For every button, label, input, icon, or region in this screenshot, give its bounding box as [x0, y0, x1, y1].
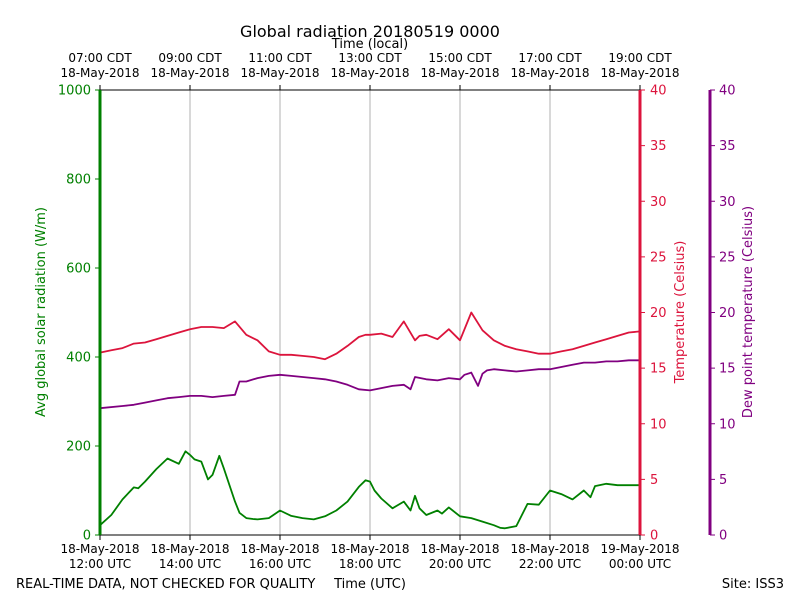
x-axis-label: Time (UTC)	[333, 577, 406, 592]
temperature-axis-label: Temperature (Celsius)	[673, 241, 688, 385]
left-tick-label: 1000	[58, 84, 91, 99]
quality-disclaimer: REAL-TIME DATA, NOT CHECKED FOR QUALITY	[16, 577, 315, 592]
left-tick-label: 400	[66, 351, 91, 366]
x-tick-label-utc-time: 20:00 UTC	[429, 557, 491, 571]
series-lines	[99, 311, 641, 530]
x-tick-label-local-time: 19:00 CDT	[608, 51, 672, 65]
temperature-tick-label: 10	[650, 417, 667, 432]
dewpoint-axis: 0 5 10 15 20 25 30 35 40	[708, 84, 736, 544]
temperature-axis: 0 5 10 15 20 25 30 35 40	[638, 84, 667, 544]
x-tick-label-local-time: 17:00 CDT	[518, 51, 582, 65]
x-tick-label-utc-time: 00:00 UTC	[609, 557, 671, 571]
dewpoint-tick-label: 5	[719, 473, 727, 488]
x-tick-label-local-date: 18-May-2018	[150, 66, 229, 80]
temperature-tick-label: 30	[650, 195, 667, 210]
dewpoint-tick-label: 20	[719, 306, 736, 321]
x-tick-label-utc-date: 18-May-2018	[240, 542, 319, 556]
x-tick-label-local-date: 18-May-2018	[420, 66, 499, 80]
x-tick-label-utc-date: 18-May-2018	[510, 542, 589, 556]
left-tick-label: 200	[66, 440, 91, 455]
x-tick-label-utc-time: 12:00 UTC	[69, 557, 131, 571]
temperature-tick-label: 25	[650, 250, 667, 265]
x-tick-label-utc-date: 18-May-2018	[60, 542, 139, 556]
x-tick-label-utc-time: 22:00 UTC	[519, 557, 581, 571]
top-axis-label: Time (local)	[331, 37, 408, 52]
left-axis-label: Avg global solar radiation (W/m)	[34, 207, 49, 417]
left-tick-label: 0	[83, 529, 91, 544]
x-tick-label-local-date: 18-May-2018	[240, 66, 319, 80]
left-tick-label: 600	[66, 262, 91, 277]
chart-title: Global radiation 20180519 0000	[240, 22, 500, 41]
gridlines	[189, 90, 551, 535]
dew-point-temperature-line	[99, 359, 640, 410]
x-tick-label-utc-date: 19-May-2018	[600, 542, 679, 556]
global-radiation-line	[99, 450, 640, 530]
dewpoint-tick-label: 10	[719, 417, 736, 432]
dewpoint-tick-label: 25	[719, 250, 736, 265]
left-tick-label: 800	[66, 173, 91, 188]
dewpoint-tick-label: 40	[719, 84, 736, 99]
temperature-tick-label: 5	[650, 473, 658, 488]
x-tick-label-utc-time: 14:00 UTC	[159, 557, 221, 571]
dewpoint-axis-label: Dew point temperature (Celsius)	[741, 206, 756, 418]
x-tick-label-local-time: 09:00 CDT	[158, 51, 222, 65]
temperature-line	[99, 311, 641, 361]
x-tick-label-local-date: 18-May-2018	[60, 66, 139, 80]
dewpoint-tick-label: 30	[719, 195, 736, 210]
temperature-tick-label: 20	[650, 306, 667, 321]
site-label: Site: ISS3	[722, 577, 784, 592]
x-tick-label-local-date: 18-May-2018	[330, 66, 409, 80]
temperature-tick-label: 35	[650, 139, 667, 154]
x-tick-label-local-date: 18-May-2018	[600, 66, 679, 80]
dewpoint-tick-label: 35	[719, 139, 736, 154]
left-axis: 0 200 400 600 800 1000	[58, 84, 102, 544]
x-tick-label-utc-date: 18-May-2018	[150, 542, 229, 556]
x-tick-label-utc-date: 18-May-2018	[330, 542, 409, 556]
x-tick-label-utc-time: 16:00 UTC	[249, 557, 311, 571]
temperature-tick-label: 15	[650, 362, 667, 377]
x-tick-label-utc-date: 18-May-2018	[420, 542, 499, 556]
x-tick-label-local-time: 11:00 CDT	[248, 51, 312, 65]
temperature-tick-label: 0	[650, 529, 658, 544]
x-tick-label-local-time: 07:00 CDT	[68, 51, 132, 65]
dewpoint-tick-label: 15	[719, 362, 736, 377]
x-tick-label-utc-time: 18:00 UTC	[339, 557, 401, 571]
x-tick-label-local-time: 15:00 CDT	[428, 51, 492, 65]
dewpoint-tick-label: 0	[719, 529, 727, 544]
temperature-tick-label: 40	[650, 84, 667, 99]
x-tick-label-local-time: 13:00 CDT	[338, 51, 402, 65]
x-tick-label-local-date: 18-May-2018	[510, 66, 589, 80]
